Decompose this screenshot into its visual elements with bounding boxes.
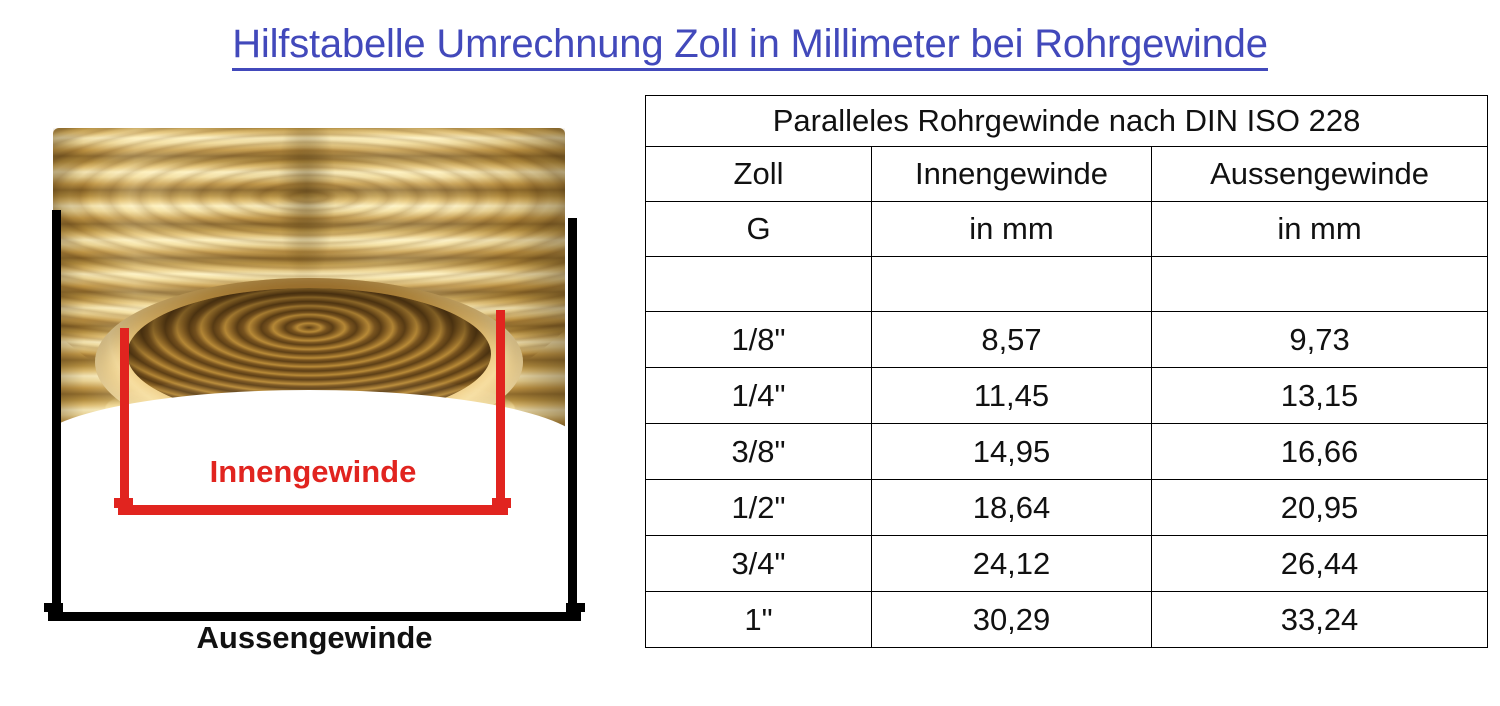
units-aussengewinde: in mm (1150, 201, 1489, 257)
cell-zoll: 1" (645, 591, 872, 648)
inner-measure-left-tick (114, 498, 133, 508)
cell-innen: 8,57 (871, 311, 1152, 368)
outer-measure-right-line (568, 218, 577, 618)
inner-measure-left-line (120, 328, 129, 512)
table-row: 1/2" 18,64 20,95 (645, 479, 1489, 536)
outer-measure-left-tick (44, 603, 63, 612)
inner-measure-span-line (118, 505, 508, 515)
page-title-text: Hilfstabelle Umrechnung Zoll in Millimet… (232, 22, 1268, 71)
spacer-cell-zoll (645, 256, 872, 312)
spacer-cell-outer (1150, 256, 1489, 312)
inner-thread-label: Innengewinde (209, 454, 417, 489)
cell-aussen: 13,15 (1150, 367, 1489, 424)
thread-measurement-diagram: Innengewinde Aussengewinde (0, 100, 630, 700)
header-aussengewinde: Aussengewinde (1150, 146, 1489, 202)
table-caption-row: Paralleles Rohrgewinde nach DIN ISO 228 (644, 95, 1489, 147)
cell-innen: 11,45 (871, 367, 1152, 424)
table-caption: Paralleles Rohrgewinde nach DIN ISO 228 (644, 95, 1489, 147)
cell-innen: 18,64 (871, 479, 1152, 536)
spacer-cell-inner (871, 256, 1152, 312)
table-header-row: Zoll Innengewinde Aussengewinde (645, 146, 1489, 202)
cell-aussen: 33,24 (1150, 591, 1489, 648)
cell-zoll: 3/8" (645, 423, 872, 480)
inner-measure-right-line (496, 310, 505, 512)
table-row: 3/4" 24,12 26,44 (645, 535, 1489, 592)
cell-innen: 14,95 (871, 423, 1152, 480)
brass-shading (278, 128, 335, 284)
cell-zoll: 1/4" (645, 367, 872, 424)
header-zoll: Zoll (645, 146, 872, 202)
table-row: 1" 30,29 33,24 (645, 591, 1489, 648)
page-title: Hilfstabelle Umrechnung Zoll in Millimet… (0, 22, 1500, 71)
cell-zoll: 3/4" (645, 535, 872, 592)
table-units-row: G in mm in mm (645, 201, 1489, 257)
cell-zoll: 1/8" (645, 311, 872, 368)
outer-measure-span-line (48, 612, 581, 621)
cell-aussen: 26,44 (1150, 535, 1489, 592)
table-row: 1/8" 8,57 9,73 (645, 311, 1489, 368)
outer-thread-label: Aussengewinde (196, 620, 433, 655)
table-row: 3/8" 14,95 16,66 (645, 423, 1489, 480)
units-zoll: G (645, 201, 872, 257)
brass-fitting-photo (53, 128, 565, 428)
cell-aussen: 20,95 (1150, 479, 1489, 536)
table-spacer-row (645, 256, 1489, 312)
cell-innen: 24,12 (871, 535, 1152, 592)
inner-measure-right-tick (492, 498, 511, 508)
cell-zoll: 1/2" (645, 479, 872, 536)
outer-measure-left-line (52, 210, 61, 618)
units-innengewinde: in mm (871, 201, 1152, 257)
header-innengewinde: Innengewinde (871, 146, 1152, 202)
cell-aussen: 9,73 (1150, 311, 1489, 368)
cell-innen: 30,29 (871, 591, 1152, 648)
table-row: 1/4" 11,45 13,15 (645, 367, 1489, 424)
cell-aussen: 16,66 (1150, 423, 1489, 480)
outer-measure-right-tick (566, 603, 585, 612)
thread-conversion-table: Paralleles Rohrgewinde nach DIN ISO 228 … (644, 95, 1489, 648)
